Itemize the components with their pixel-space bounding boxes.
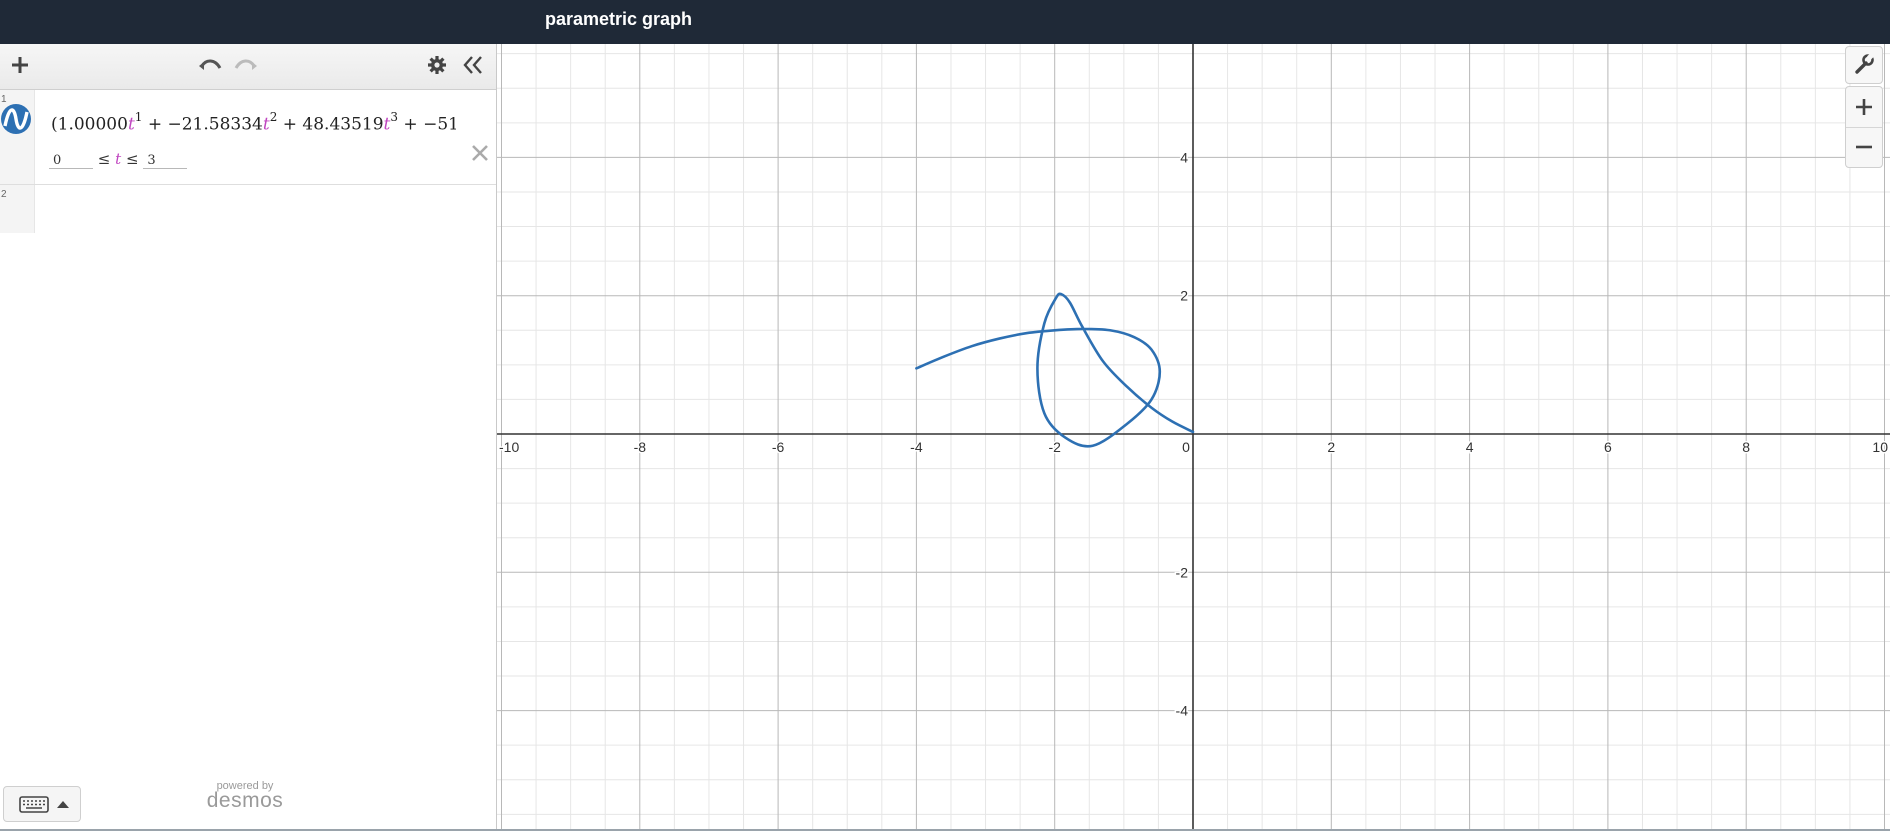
y-tick-label: 4 <box>1180 149 1188 165</box>
caret-up-icon <box>57 801 69 808</box>
x-tick-label: 8 <box>1742 439 1750 455</box>
y-tick-label: -2 <box>1176 564 1189 580</box>
plus-icon <box>1856 99 1872 115</box>
x-tick-label: -8 <box>634 439 647 455</box>
x-tick-label: 0 <box>1182 439 1190 455</box>
graph-paper[interactable]: -10 -8 -6 -4 -2 0 2 4 6 8 10 4 2 -2 -4 <box>497 44 1890 829</box>
x-tick-label: 10 <box>1872 439 1888 455</box>
expression-latex[interactable]: (1.00000t1 + −21.58334t2 + 48.43519t3 + … <box>51 112 456 135</box>
bottom-border <box>0 829 1890 831</box>
close-icon[interactable] <box>468 141 492 165</box>
title-bar: parametric graph <box>0 0 1890 44</box>
x-tick-label: -4 <box>910 439 923 455</box>
wrench-icon <box>1855 52 1875 74</box>
keyboard-toggle-button[interactable] <box>3 786 81 822</box>
y-tick-label: 2 <box>1180 288 1188 304</box>
double-chevron-left-icon[interactable] <box>457 49 489 81</box>
x-tick-label: 6 <box>1604 439 1612 455</box>
expression-index: 2 <box>0 185 35 233</box>
plus-icon[interactable] <box>4 49 36 81</box>
window-title: parametric graph <box>545 9 693 29</box>
x-tick-label: -10 <box>499 439 519 455</box>
x-tick-label: -2 <box>1048 439 1061 455</box>
x-tick-label: 4 <box>1466 439 1474 455</box>
expression-toolbar <box>0 44 496 90</box>
undo-icon[interactable] <box>194 49 226 81</box>
expression-row[interactable]: 1 (1.00000t1 + −21.58334t2 + 48.43519t3 … <box>0 90 496 185</box>
parametric-curve-icon[interactable] <box>1 104 31 134</box>
minus-icon <box>1856 145 1872 149</box>
parameter-domain: 0 ≤ t ≤ 3 <box>49 150 188 169</box>
redo-icon[interactable] <box>230 49 262 81</box>
expression-row-empty[interactable]: 2 <box>0 185 496 233</box>
zoom-in-button[interactable] <box>1846 87 1882 128</box>
graph-settings-button[interactable] <box>1845 46 1883 84</box>
desmos-logo: desmos <box>206 789 284 812</box>
y-tick-label: -4 <box>1176 703 1189 719</box>
domain-max-input[interactable]: 3 <box>143 153 188 169</box>
zoom-controls <box>1845 86 1883 168</box>
x-tick-label: -6 <box>772 439 785 455</box>
domain-min-input[interactable]: 0 <box>49 153 93 169</box>
gear-icon[interactable] <box>421 49 453 81</box>
desmos-branding: powered by desmos <box>206 780 284 812</box>
expression-index: 1 <box>0 90 35 184</box>
parametric-curve[interactable] <box>915 292 1195 448</box>
zoom-out-button[interactable] <box>1846 128 1882 167</box>
graph-canvas[interactable]: -10 -8 -6 -4 -2 0 2 4 6 8 10 4 2 -2 -4 <box>497 44 1890 829</box>
expression-panel: 1 (1.00000t1 + −21.58334t2 + 48.43519t3 … <box>0 44 497 829</box>
x-tick-label: 2 <box>1327 439 1335 455</box>
keyboard-icon <box>19 796 49 813</box>
